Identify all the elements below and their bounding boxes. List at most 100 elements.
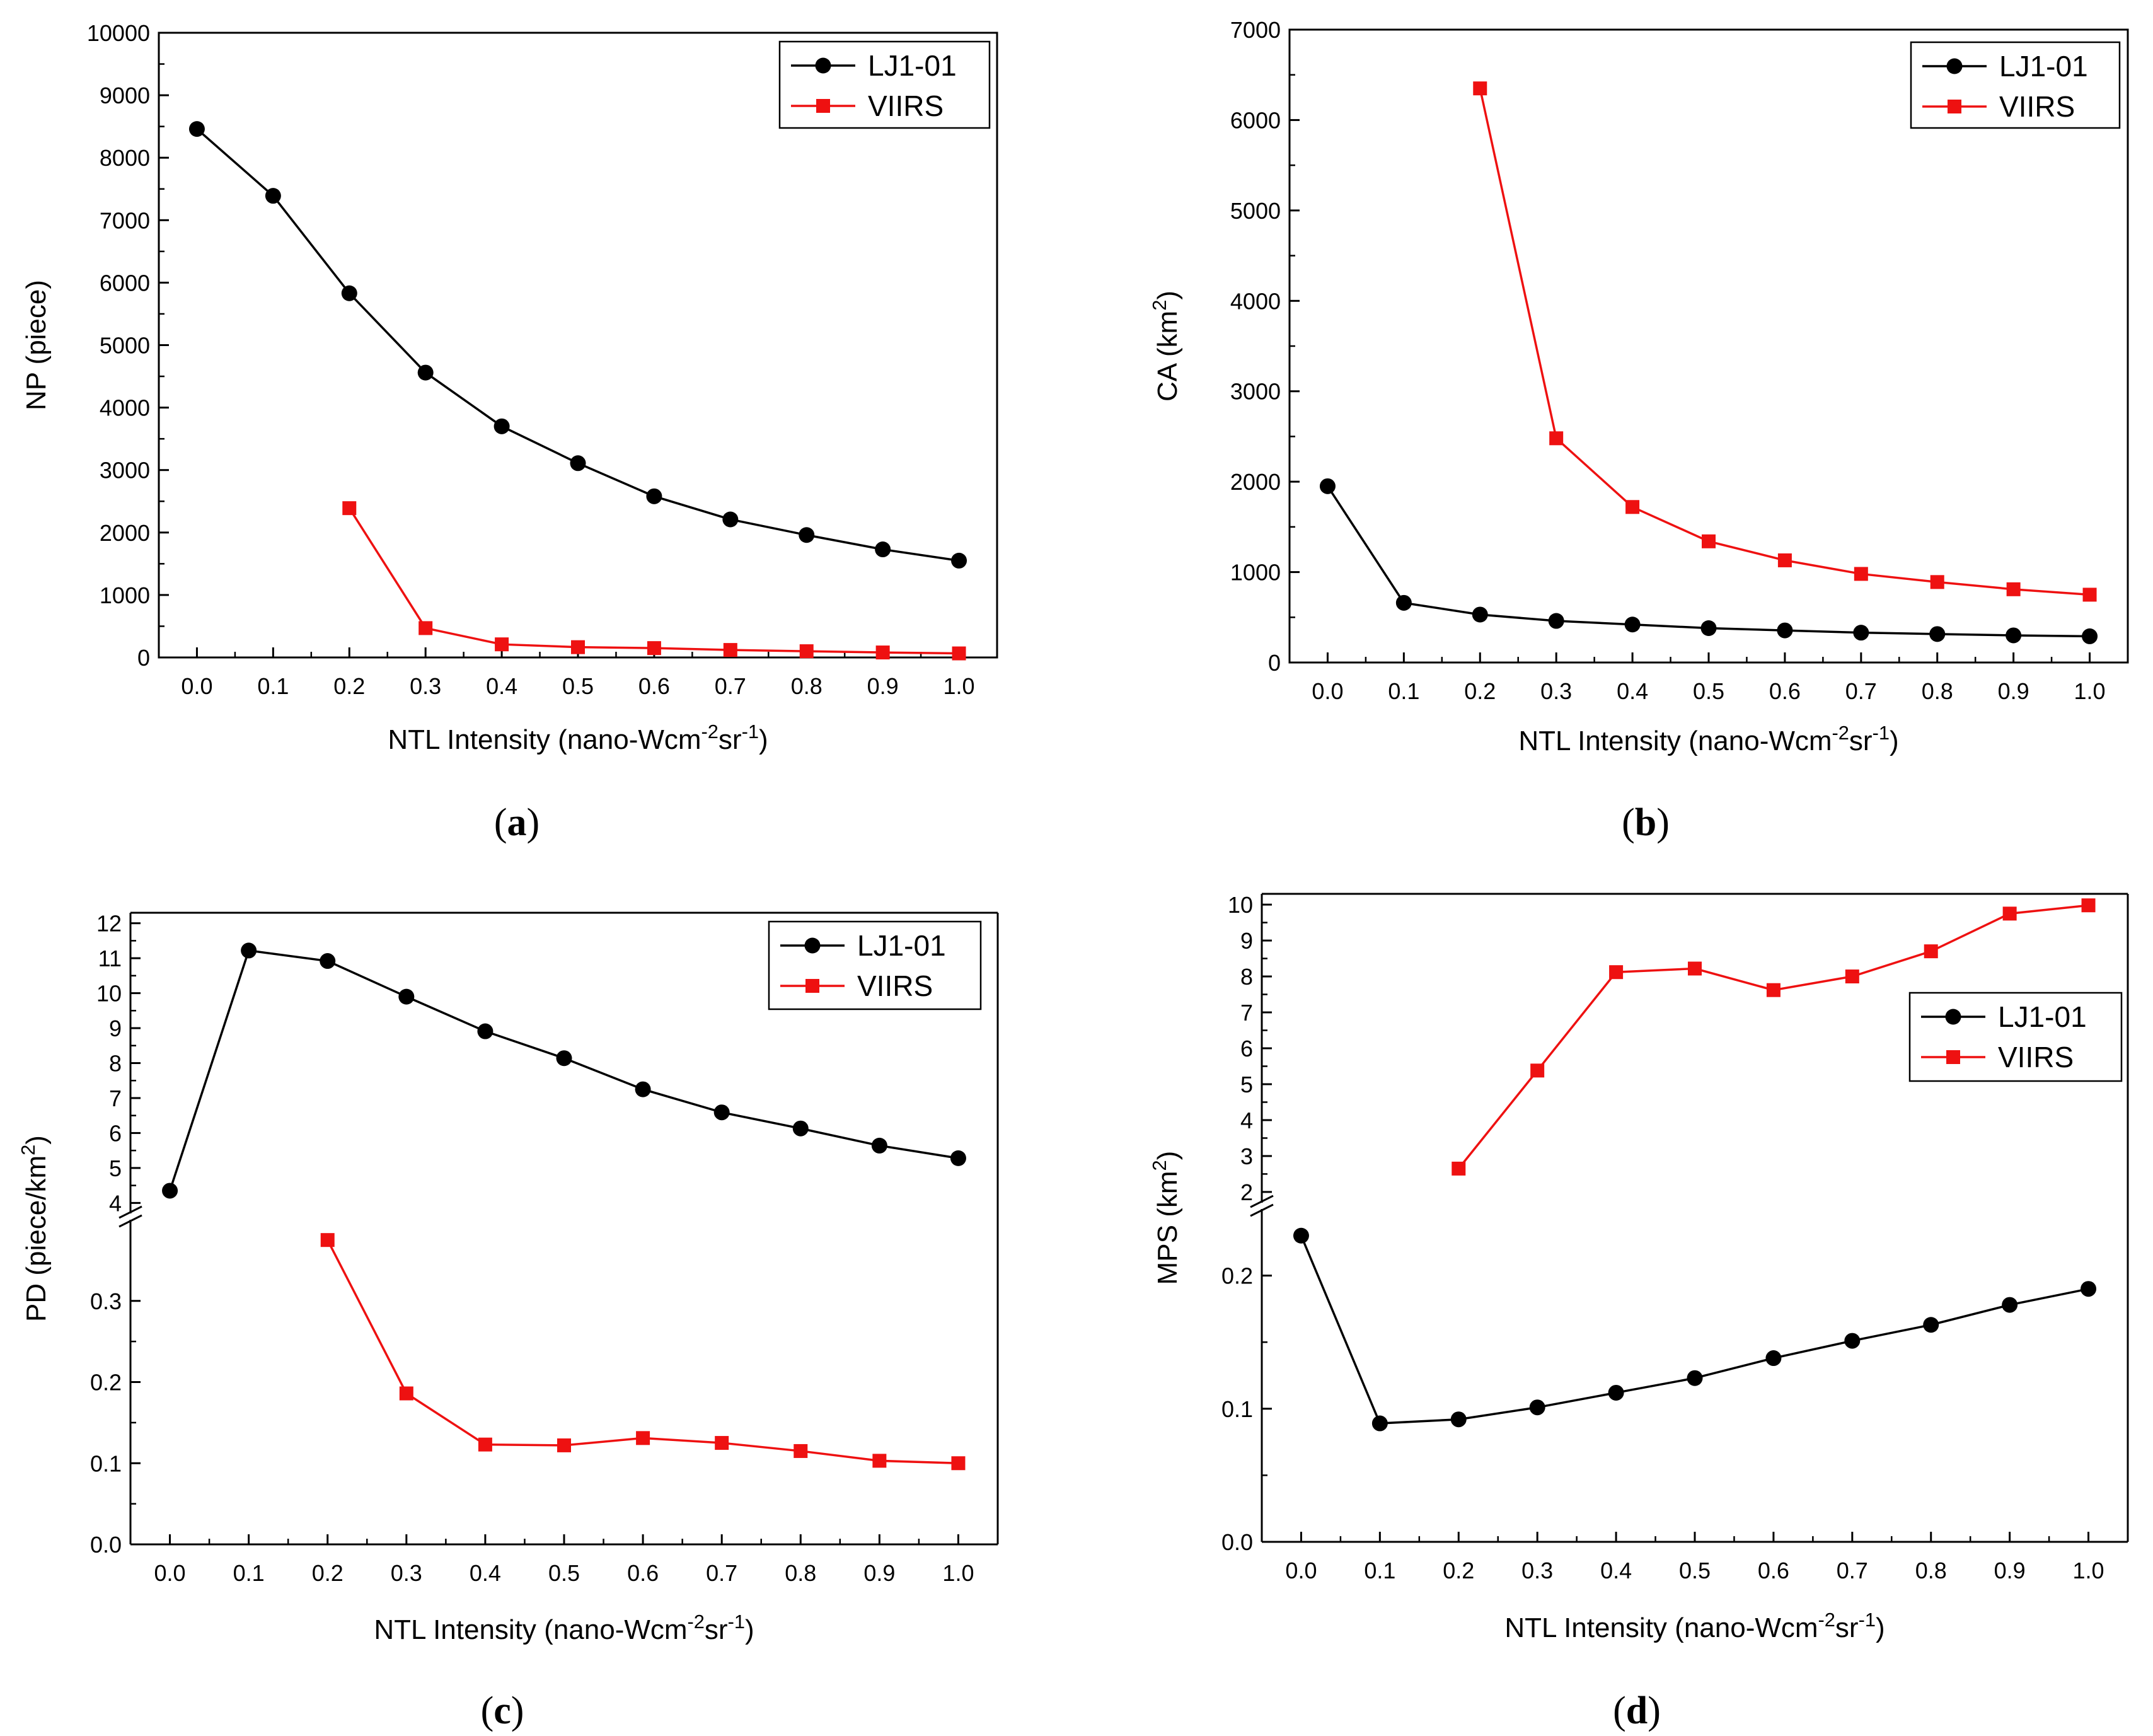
panel-caption: (d) <box>1613 1689 1661 1732</box>
data-point <box>1530 1063 1545 1078</box>
data-point <box>241 942 257 959</box>
data-point <box>951 552 967 569</box>
data-point <box>1700 620 1717 636</box>
label-text: sr <box>1849 726 1873 756</box>
data-point <box>1777 553 1792 567</box>
label-superscript: -2 <box>1832 722 1849 744</box>
x-tick-label: 0.3 <box>391 1560 422 1586</box>
data-point <box>1473 81 1487 96</box>
label-text: NTL Intensity (nano-Wcm <box>1504 1612 1818 1643</box>
axis-break-mark <box>118 1205 142 1219</box>
data-point <box>1777 622 1793 639</box>
x-tick-label: 0.2 <box>1443 1558 1474 1583</box>
label-text: sr <box>719 724 742 755</box>
chart-panel-a: 0.0 0.1 0.2 0.3 0.4 0.5 0.6 0.7 0.8 0.9 1.0 0 1000 20… <box>21 20 998 844</box>
label-superscript: -2 <box>701 720 719 743</box>
y-tick-label: 6000 <box>100 270 150 296</box>
x-axis-title: NTL Intensity (nano-Wcm-2sr-1) <box>1518 722 1898 757</box>
data-point <box>1625 500 1640 514</box>
data-point <box>1930 575 1944 589</box>
data-point <box>478 1437 492 1452</box>
data-point <box>495 637 509 652</box>
label-text: MPS (km <box>1152 1171 1183 1285</box>
y-tick-label: 0.2 <box>90 1370 122 1396</box>
data-point <box>875 645 890 660</box>
series-lj1-01 <box>1293 1227 2097 1432</box>
x-tick-label: 0.8 <box>791 673 823 699</box>
y-tick-label: 8000 <box>100 145 150 171</box>
data-point <box>1844 1333 1861 1349</box>
caption-letter: d <box>1626 1689 1648 1732</box>
data-point <box>715 1436 729 1450</box>
x-tick-label: 0.6 <box>1769 678 1801 704</box>
data-point <box>1609 965 1624 980</box>
caption-paren: ( <box>494 801 507 844</box>
x-tick-label: 0.3 <box>1540 678 1572 704</box>
x-tick-label: 0.8 <box>785 1560 816 1586</box>
data-point <box>398 988 415 1005</box>
y-tick-label: 0.1 <box>1221 1396 1253 1422</box>
data-point <box>1472 606 1488 623</box>
y-tick-label: 4 <box>109 1190 122 1216</box>
chart-panel-b: 0.0 0.1 0.2 0.3 0.4 0.5 0.6 0.7 0.8 0.9 1.0 0 1000 20… <box>1148 17 2129 844</box>
x-tick-label: 0.9 <box>867 673 899 699</box>
y-axis-title: PD (piece/km2) <box>17 1135 52 1322</box>
x-tick-label: 0.4 <box>486 673 517 699</box>
label-superscript: -2 <box>1818 1609 1835 1631</box>
data-point <box>636 1431 650 1445</box>
legend-label: LJ1-01 <box>1998 1000 2087 1033</box>
data-point <box>1548 613 1564 629</box>
x-tick-label: 0.6 <box>1758 1558 1789 1583</box>
legend-label: VIIRS <box>857 969 933 1002</box>
data-point <box>1319 478 1336 494</box>
x-tick-label: 1.0 <box>2073 1558 2104 1583</box>
data-point <box>320 1233 335 1247</box>
y-tick-label: 5 <box>1240 1072 1253 1097</box>
label-text: ) <box>1890 726 1899 756</box>
legend: LJ1-01 VIIRS <box>1910 41 2121 129</box>
data-point <box>162 1183 178 1199</box>
legend-marker-square <box>1948 100 1961 113</box>
x-tick-label: 0.9 <box>1998 678 2029 704</box>
legend-marker-square <box>1946 1050 1960 1064</box>
y-tick-label: 0.3 <box>90 1288 122 1314</box>
y-tick-label: 9 <box>109 1016 122 1041</box>
y-tick-label: 10000 <box>87 20 150 46</box>
x-tick-label: 0.3 <box>410 673 441 699</box>
x-tick-label: 0.9 <box>863 1560 895 1586</box>
x-tick-label: 0.7 <box>715 673 746 699</box>
data-point <box>477 1023 494 1039</box>
caption-paren: ) <box>511 1689 524 1732</box>
legend-label: VIIRS <box>1998 1041 2074 1073</box>
y-tick-label: 4000 <box>100 395 150 421</box>
data-point <box>399 1386 413 1401</box>
data-point <box>557 1438 571 1452</box>
legend-box <box>778 40 991 129</box>
data-point <box>494 418 510 434</box>
x-tick-label: 0.1 <box>233 1560 265 1586</box>
data-point <box>872 1454 887 1468</box>
data-point <box>635 1081 651 1097</box>
data-point <box>1854 567 1868 581</box>
data-point <box>799 644 814 659</box>
legend-label: LJ1-01 <box>868 49 957 82</box>
label-text: ) <box>1876 1612 1885 1643</box>
legend-marker-square <box>816 99 830 113</box>
data-point <box>1765 1350 1782 1367</box>
y-tick-label: 5000 <box>100 333 150 359</box>
caption-paren: ( <box>1613 1689 1626 1732</box>
data-point <box>1395 594 1412 611</box>
y-tick-label: 11 <box>98 946 122 971</box>
y-tick-label: 4000 <box>1230 288 1281 314</box>
data-point <box>1923 1317 1939 1333</box>
x-tick-label: 0.7 <box>1837 1558 1868 1583</box>
legend-label: VIIRS <box>868 90 944 122</box>
y-tick-label: 0.1 <box>90 1450 122 1476</box>
series-lj1-01 <box>188 121 967 569</box>
data-point <box>792 1120 809 1137</box>
x-tick-label: 1.0 <box>942 1560 974 1586</box>
label-text: CA (km <box>1152 311 1183 402</box>
data-point <box>2006 582 2021 596</box>
x-tick-label: 0.6 <box>638 673 670 699</box>
